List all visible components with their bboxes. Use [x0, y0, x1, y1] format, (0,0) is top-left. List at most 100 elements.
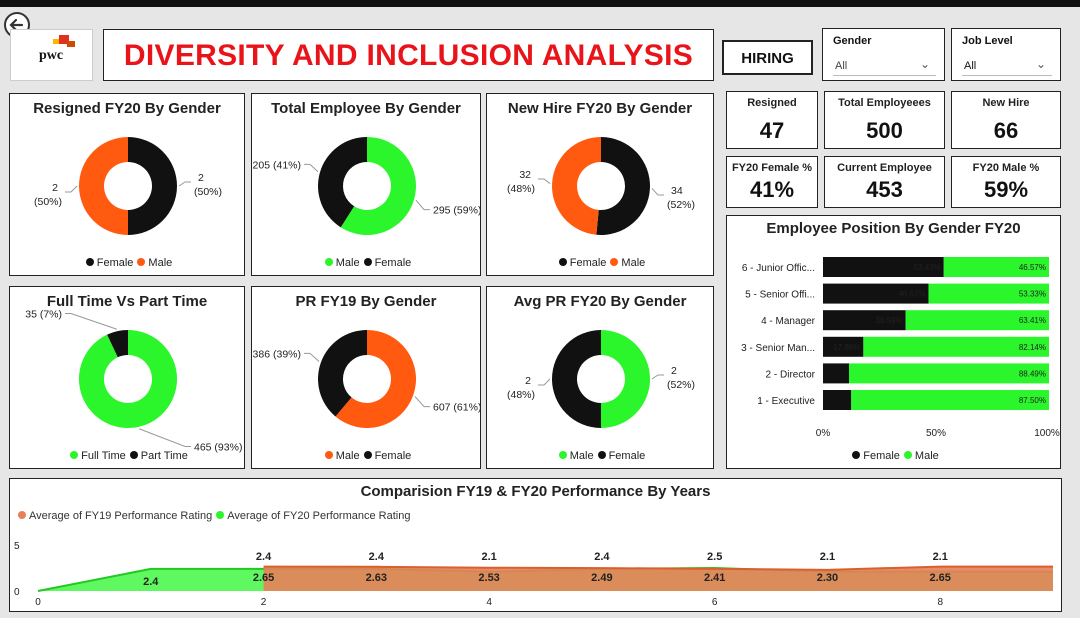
legend-marker — [363, 451, 372, 459]
category-label: 1 - Executive — [757, 396, 815, 407]
kpi-label: FY20 Female % — [731, 162, 813, 174]
bar-segment — [905, 310, 1049, 331]
legend-marker — [852, 451, 861, 459]
performance-comparison-chart: Comparision FY19 & FY20 Performance By Y… — [9, 478, 1062, 612]
hiring-button[interactable]: HIRING — [722, 40, 813, 75]
legend-marker — [610, 258, 619, 266]
chart-legend: Average of FY19 Performance Rating Averag… — [14, 510, 410, 522]
kpi-value: 47 — [759, 118, 785, 143]
legend-marker — [324, 258, 333, 266]
donut-slice — [596, 137, 651, 235]
back-arrow-icon — [9, 18, 24, 32]
leader-line — [538, 378, 551, 386]
leader-line — [65, 313, 118, 330]
leader-line — [138, 428, 191, 447]
gender-dropdown[interactable]: All ⌄ — [833, 56, 936, 76]
kpi-card: Current Employee 453 — [824, 156, 945, 208]
chart-legend: Full Time Part Time — [10, 450, 244, 462]
legend-item: Average of FY20 Performance Rating — [227, 510, 411, 522]
donut-slice — [128, 137, 177, 235]
total-employee-by-gender-chart: Total Employee By Gender 295 (59%) 205 (4… — [251, 93, 481, 276]
legend-item: Female — [96, 257, 134, 269]
data-label: (50%) — [34, 196, 62, 208]
page-title: DIVERSITY AND INCLUSION ANALYSIS — [123, 39, 694, 72]
chart-legend: Male Female — [487, 450, 713, 462]
legend-item: Female — [374, 257, 412, 269]
data-label: 46.67% — [898, 290, 925, 299]
bar-segment — [823, 336, 864, 357]
data-label: 2.1 — [933, 551, 948, 563]
kpi-label: Resigned — [747, 97, 797, 109]
avg-pr-fy20-by-gender-chart: Avg PR FY20 By Gender 2 (52%) 2 (48%) Male F… — [486, 286, 714, 469]
chart-title: Total Employee By Gender — [271, 100, 461, 117]
kpi-value: 453 — [866, 177, 903, 202]
tick-label: 0 — [35, 597, 41, 608]
category-label: 6 - Junior Offic... — [742, 263, 815, 274]
chart-title: Comparision FY19 & FY20 Performance By Y… — [360, 483, 711, 500]
chart-legend: Male Female — [252, 450, 480, 462]
donut-chart: 465 (93%) 35 (7%) — [25, 309, 242, 454]
data-label: 32 — [519, 169, 531, 181]
chart-legend: Female Male — [10, 257, 244, 269]
donut-slice — [318, 137, 367, 228]
legend-item: Female — [374, 450, 412, 462]
legend-item: Male — [914, 450, 939, 462]
leader-line — [415, 199, 430, 211]
employee-position-chart: Employee Position By Gender FY20 6 - Jun… — [726, 215, 1061, 469]
leader-line — [651, 374, 664, 380]
kpi-value: 66 — [993, 118, 1019, 143]
bar-segment — [823, 283, 929, 304]
legend-marker — [363, 258, 372, 266]
data-label: 2.41 — [704, 572, 725, 584]
legend-marker — [85, 258, 94, 266]
legend-marker — [558, 258, 567, 266]
data-label: (48%) — [507, 389, 535, 401]
legend-marker — [216, 511, 225, 519]
data-label: (50%) — [194, 186, 222, 198]
leader-line — [651, 188, 664, 196]
legend-marker — [324, 451, 333, 459]
donut-slice — [318, 330, 367, 417]
donut-chart: 34 (52%) 32 (48%) — [507, 137, 695, 235]
kpi-card: New Hire 66 — [951, 91, 1061, 149]
data-label: 607 (61%) — [433, 402, 481, 414]
legend-item: Male — [569, 450, 594, 462]
legend-item: Average of FY19 Performance Rating — [29, 510, 213, 522]
chevron-down-icon: ⌄ — [919, 57, 930, 71]
kpi-card: FY20 Female % 41% — [726, 156, 818, 208]
bar-segment — [943, 257, 1049, 277]
chart-legend: Female Male — [487, 257, 713, 269]
category-label: 3 - Senior Man... — [741, 343, 815, 354]
job-level-dropdown[interactable]: All ⌄ — [962, 56, 1052, 76]
kpi-card: FY20 Male % 59% — [951, 156, 1061, 208]
data-label: 82.14% — [1019, 343, 1046, 352]
bar-segment — [823, 363, 850, 384]
category-label: 5 - Senior Offi... — [745, 290, 815, 301]
data-label: 2.4 — [369, 551, 385, 563]
kpi-value: 500 — [866, 118, 903, 143]
chart-title: PR FY19 By Gender — [295, 293, 437, 310]
data-label: 63.41% — [1019, 316, 1046, 325]
kpi-label: FY20 Male % — [972, 162, 1040, 174]
leader-line — [65, 185, 78, 193]
data-label: 205 (41%) — [253, 159, 301, 171]
legend-marker — [137, 258, 146, 266]
top-bar — [0, 0, 1080, 7]
legend-item: Female — [863, 450, 900, 462]
legend-item: Male — [621, 257, 646, 269]
new-hire-by-gender-chart: New Hire FY20 By Gender 34 (52%) 32 (48%) F… — [486, 93, 714, 276]
bar-segment — [849, 363, 1049, 384]
bar-segment — [851, 390, 1049, 410]
donut-chart: 2 (50%) 2 (50%) — [34, 137, 222, 235]
legend-marker — [70, 451, 79, 459]
donut-slice — [335, 330, 417, 428]
full-vs-part-time-chart: Full Time Vs Part Time 465 (93%) 35 (7%) … — [9, 286, 245, 469]
donut-chart: 295 (59%) 205 (41%) — [253, 137, 481, 235]
donut-slice — [340, 137, 416, 235]
pwc-logo: pwc — [10, 29, 93, 81]
job-level-slicer: Job Level All ⌄ — [951, 28, 1061, 81]
chart-legend: Male Female — [252, 257, 480, 269]
data-label: 2.65 — [930, 572, 951, 584]
legend-item: Full Time — [81, 450, 126, 462]
stacked-bar-chart: 6 - Junior Offic... 53.43% 46.57% 5 - Senio… — [741, 257, 1060, 439]
